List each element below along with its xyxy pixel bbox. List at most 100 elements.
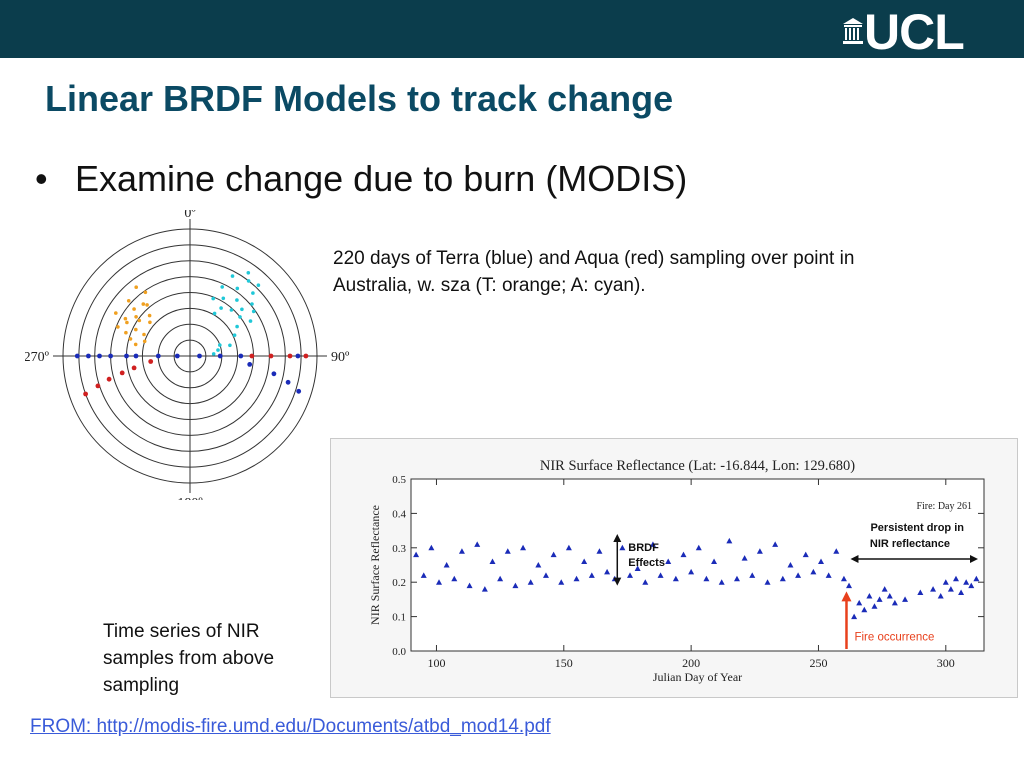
data-point xyxy=(436,579,443,585)
y-tick-label: 0.1 xyxy=(392,612,406,624)
polar-point-orange xyxy=(134,285,138,289)
polar-angle-label: 180º xyxy=(177,496,203,500)
polar-point-cyan xyxy=(216,348,220,352)
polar-point-cyan xyxy=(248,319,253,323)
data-point xyxy=(634,565,641,571)
annotation-fire-day: Fire: Day 261 xyxy=(916,501,972,512)
y-tick-label: 0.0 xyxy=(392,646,406,658)
polar-point-red xyxy=(95,383,101,389)
polar-angle-label: 90º xyxy=(331,350,350,365)
data-point xyxy=(963,579,970,585)
polar-point-orange xyxy=(141,302,146,306)
polar-point-blue xyxy=(97,353,102,359)
polar-point-orange xyxy=(147,313,152,318)
polar-point-cyan xyxy=(230,274,235,278)
data-point xyxy=(810,568,817,575)
polar-point-orange xyxy=(142,332,146,337)
polar-point-orange xyxy=(145,303,149,307)
polar-point-orange xyxy=(133,342,138,347)
polar-point-cyan xyxy=(229,308,234,312)
data-point xyxy=(474,541,481,547)
data-point xyxy=(886,592,893,599)
data-point xyxy=(558,579,565,585)
polar-angle-label: 270º xyxy=(25,350,50,365)
data-point xyxy=(818,558,825,565)
polar-point-blue xyxy=(133,353,139,359)
polar-point-orange xyxy=(124,330,128,335)
ucl-logo: UCL xyxy=(842,6,1002,58)
data-point xyxy=(871,603,878,609)
annotation-fire-occurrence: Fire occurrence xyxy=(854,632,934,644)
data-point xyxy=(937,592,944,599)
polar-point-blue xyxy=(238,353,244,359)
polar-point-cyan xyxy=(235,324,239,329)
data-point xyxy=(947,586,954,592)
brdf-arrow-head-top xyxy=(613,534,622,543)
nir-timeseries-chart: NIR Surface Reflectance (Lat: -16.844, L… xyxy=(368,458,985,684)
data-point xyxy=(596,548,603,554)
polar-point-blue xyxy=(155,353,161,359)
data-point xyxy=(497,575,504,582)
chart-title: NIR Surface Reflectance (Lat: -16.844, L… xyxy=(540,458,855,474)
polar-point-cyan xyxy=(235,286,240,291)
data-point xyxy=(466,582,473,589)
data-point xyxy=(703,575,710,582)
data-point xyxy=(627,572,634,578)
polar-point-red xyxy=(131,365,137,371)
polar-point-cyan xyxy=(240,307,244,312)
data-point xyxy=(802,551,809,558)
polar-point-orange xyxy=(125,320,129,325)
data-point xyxy=(695,544,702,551)
polar-point-cyan xyxy=(246,271,251,275)
polar-point-blue xyxy=(108,353,113,359)
data-point xyxy=(733,575,740,582)
polar-point-red xyxy=(106,376,112,382)
x-tick-label: 200 xyxy=(682,656,700,670)
caption-timeseries: Time series of NIR samples from above sa… xyxy=(103,621,275,696)
polar-point-blue xyxy=(124,353,129,359)
data-point xyxy=(902,596,909,602)
polar-point-cyan xyxy=(218,343,222,347)
y-tick-label: 0.3 xyxy=(392,543,406,555)
data-point xyxy=(619,544,626,551)
annotation-brdf-line1: BRDF xyxy=(628,542,659,554)
data-point xyxy=(573,575,580,582)
polar-point-orange xyxy=(134,327,138,332)
polar-point-blue xyxy=(86,353,91,359)
polar-point-orange xyxy=(137,318,142,323)
x-axis-label: Julian Day of Year xyxy=(653,670,742,684)
data-point xyxy=(565,544,572,551)
portico-icon xyxy=(843,18,863,44)
x-tick-label: 250 xyxy=(809,656,827,670)
data-point xyxy=(973,575,980,582)
y-tick-label: 0.4 xyxy=(392,508,406,520)
polar-point-orange xyxy=(148,320,152,325)
data-point xyxy=(688,568,695,575)
polar-point-orange xyxy=(128,337,133,341)
data-point xyxy=(861,606,868,613)
polar-point-cyan xyxy=(250,302,254,306)
data-point xyxy=(443,562,450,568)
polar-point-cyan xyxy=(246,279,251,283)
polar-point-orange xyxy=(143,290,148,295)
polar-point-cyan xyxy=(211,352,216,356)
polar-sampling-chart: 0º 90º 180º 270º xyxy=(25,210,350,500)
data-point xyxy=(588,572,595,578)
polar-point-cyan xyxy=(212,311,217,316)
plot-area xyxy=(410,478,985,652)
source-link[interactable]: FROM: http://modis-fire.umd.edu/Document… xyxy=(30,716,551,737)
data-point xyxy=(657,572,664,578)
data-point xyxy=(930,586,937,592)
data-point xyxy=(846,582,853,589)
data-point xyxy=(420,572,427,578)
polar-point-cyan xyxy=(220,285,224,289)
data-point xyxy=(550,551,557,558)
bullet-item: • Examine change due to burn (MODIS) xyxy=(35,158,687,200)
polar-point-red xyxy=(83,391,88,397)
polar-point-orange xyxy=(123,316,128,321)
y-tick-label: 0.2 xyxy=(392,577,406,589)
polar-point-blue xyxy=(197,353,202,359)
brdf-arrow-head-bottom xyxy=(613,577,622,586)
data-point xyxy=(489,558,496,565)
data-point xyxy=(851,613,858,620)
